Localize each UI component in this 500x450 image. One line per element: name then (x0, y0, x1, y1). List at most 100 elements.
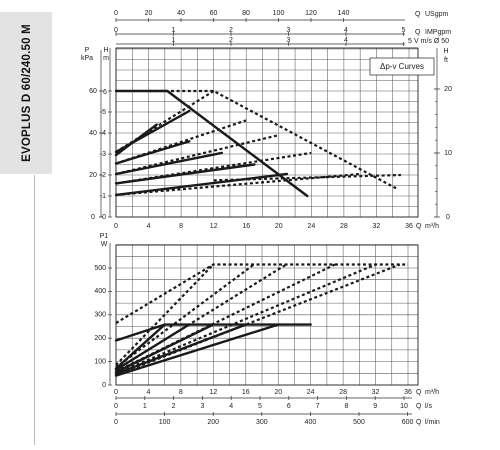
lps-tick-label: 1 (143, 403, 147, 410)
lps-tick-label: 7 (316, 403, 320, 410)
kpa-axis-label-unit: kPa (81, 55, 93, 62)
head-curve-dashed (115, 119, 247, 165)
legend-box-label: Δp-v Curves (380, 62, 424, 71)
top-x-axis-label: Q (416, 223, 422, 230)
w-axis-label-unit: W (101, 241, 108, 248)
bottom-x-tick-label: 16 (242, 389, 250, 396)
top-x-tick-label: 0 (114, 223, 118, 230)
bottom-x-tick-label: 24 (307, 389, 315, 396)
impgpm-tick-label: 2 (229, 27, 233, 34)
lps-tick-label: 8 (344, 403, 348, 410)
bottom-x-tick-label: 20 (274, 389, 282, 396)
lps-tick-label: 2 (172, 403, 176, 410)
lps-tick-label: 0 (114, 403, 118, 410)
usgpm-tick-label: 100 (273, 10, 285, 17)
lpm-tick-label: 0 (114, 419, 118, 426)
lpm-tick-label: 500 (353, 419, 365, 426)
ft-axis-label: H (443, 48, 448, 55)
top-x-tick-label: 28 (340, 223, 348, 230)
ft-tick-label: 0 (446, 214, 450, 221)
head-curve-dashed (115, 172, 361, 196)
bottom-x-tick-label: 8 (179, 389, 183, 396)
impgpm-tick-label: 1 (172, 27, 176, 34)
impgpm-tick-label: 5 (402, 27, 406, 34)
usgpm-tick-label: 0 (114, 10, 118, 17)
ft-tick-label: 20 (444, 86, 452, 93)
power-curve-dashed (115, 263, 215, 366)
lpm-tick-label: 200 (207, 419, 219, 426)
usgpm-tick-label: 60 (210, 10, 218, 17)
power-curve-solid (114, 323, 191, 371)
head-curve-dashed (115, 151, 312, 185)
top-x-tick-label: 20 (275, 223, 283, 230)
usgpm-axis-label: Q (415, 11, 421, 18)
impgpm-axis-label-unit: IMPgpm (425, 29, 451, 36)
m-tick-label-top: 6 (103, 89, 107, 96)
lpm-tick-label: 300 (256, 419, 268, 426)
power-curve-solid (114, 323, 280, 377)
bottom-x-tick-label: 4 (146, 389, 150, 396)
bottom-x-tick-label: 28 (339, 389, 347, 396)
impgpm-axis-label: Q (415, 29, 421, 36)
bottom-x-axis-label-unit: m³/h (425, 389, 439, 396)
w-tick-label: 300 (94, 312, 106, 319)
bottom-x-tick-label: 12 (209, 389, 217, 396)
kpa-tick-label: 60 (89, 88, 97, 95)
usgpm-axis-label-unit: USgpm (425, 11, 449, 18)
w-tick-label: 200 (94, 335, 106, 342)
legend-box (369, 57, 435, 76)
lps-tick-label: 10 (400, 403, 408, 410)
power-curve-dashed (115, 263, 408, 324)
velocity-axis-label: V m/s Ø 50 (414, 38, 449, 45)
top-x-tick-label: 36 (405, 223, 413, 230)
velocity-tick-label: 2 (229, 37, 233, 44)
bottom-plot-frame (115, 244, 419, 386)
w-axis-label: P1 (100, 233, 109, 240)
m-axis-label: H (103, 47, 108, 54)
power-curve-dashed (115, 263, 377, 375)
head-curve-dashed (148, 89, 398, 190)
usgpm-tick-label: 20 (145, 10, 153, 17)
power-curve-dashed (115, 263, 401, 377)
power-curve-dashed (115, 263, 255, 369)
top-x-axis-label-unit: m³/h (425, 223, 439, 230)
impgpm-tick-label: 3 (287, 27, 291, 34)
ft-tick-label: 10 (444, 150, 452, 157)
w-tick-label: 0 (102, 382, 106, 389)
lpm-axis-label-unit: l/min (425, 419, 440, 426)
impgpm-tick-label: 4 (344, 27, 348, 34)
kpa-tick-label: 20 (89, 172, 97, 179)
w-tick-label: 500 (94, 265, 106, 272)
m-tick-label: 3 (102, 151, 106, 158)
lpm-tick-label: 600 (402, 419, 414, 426)
ft-axis-label-unit: ft (444, 57, 448, 64)
lps-axis-label-unit: l/s (425, 403, 433, 410)
bottom-x-axis-label: Q (416, 389, 422, 396)
power-curve-dashed (115, 263, 287, 371)
kpa-tick-label: 40 (89, 130, 97, 137)
usgpm-tick-label: 80 (242, 10, 250, 17)
lps-tick-label: 6 (287, 403, 291, 410)
bottom-x-tick-label: 32 (372, 389, 380, 396)
velocity-tick-label: 1 (172, 37, 176, 44)
power-curve-solid (114, 323, 166, 370)
velocity-tick-label: 3 (287, 37, 291, 44)
top-plot-frame (115, 47, 419, 218)
top-x-tick-label: 24 (307, 223, 315, 230)
top-x-tick-label: 12 (210, 223, 218, 230)
usgpm-tick-label: 120 (305, 10, 317, 17)
w-tick-label: 100 (94, 358, 106, 365)
w-tick-label: 400 (94, 288, 106, 295)
bottom-x-tick-label: 0 (114, 389, 118, 396)
m-tick-label: 5 (102, 109, 106, 116)
m-tick-label: 2 (102, 172, 106, 179)
bottom-x-tick-label: 36 (404, 389, 412, 396)
top-x-tick-label: 8 (179, 223, 183, 230)
m-tick-label: 4 (102, 130, 106, 137)
m-tick-label: 0 (102, 214, 106, 221)
top-x-tick-label: 32 (373, 223, 381, 230)
lpm-axis-label: Q (416, 419, 422, 426)
m-tick-label: 1 (102, 193, 106, 200)
m-axis-label-unit: m (103, 55, 109, 62)
power-curve-dashed (115, 263, 336, 373)
